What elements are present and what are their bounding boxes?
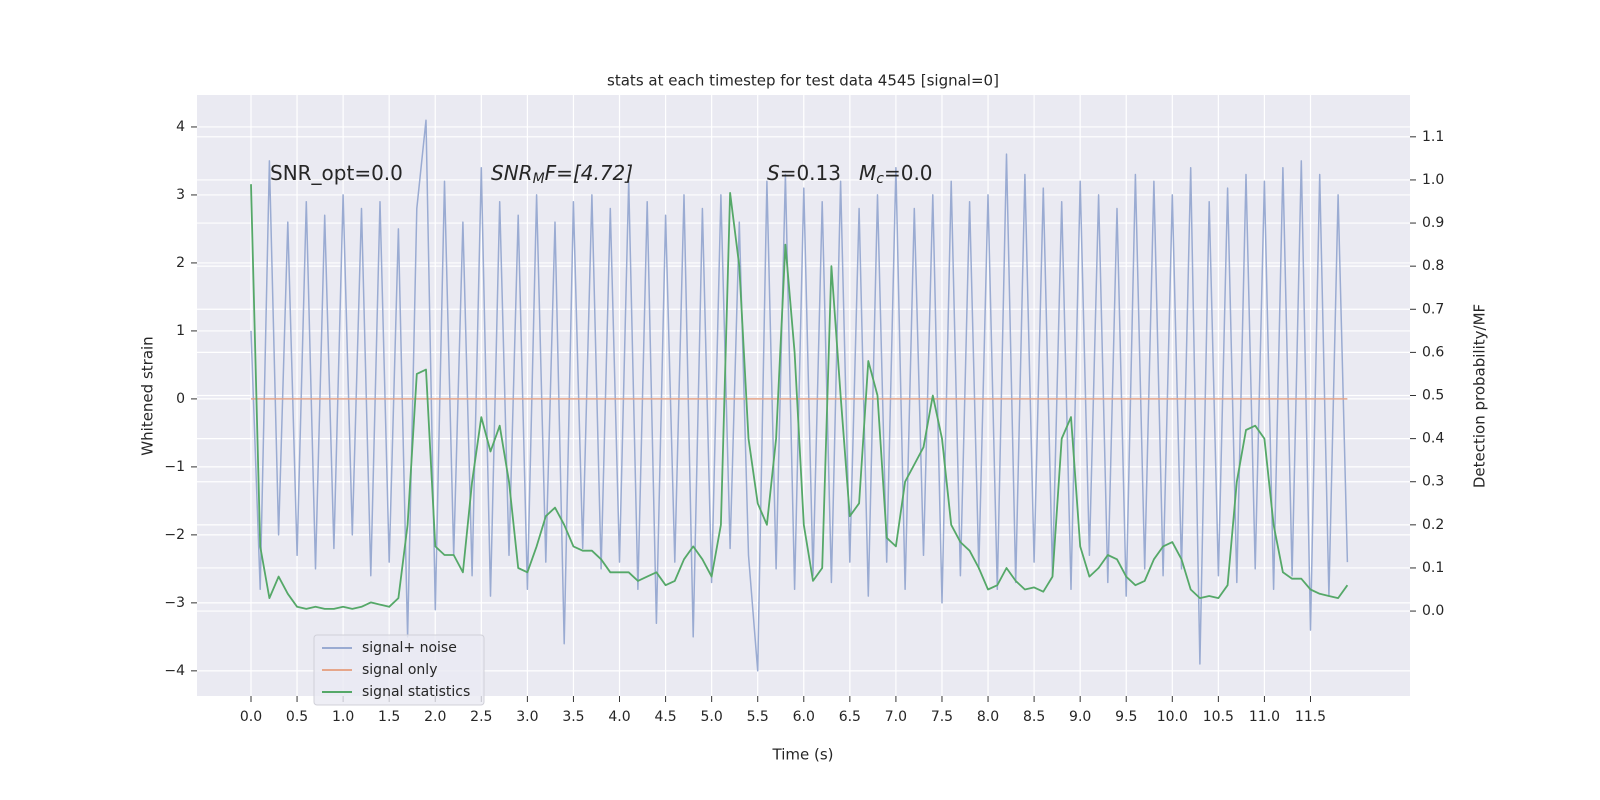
y-tick-label: −3 bbox=[164, 595, 185, 611]
series-line bbox=[250, 184, 1349, 610]
y-tick-label: 2 bbox=[176, 255, 185, 271]
y-tick-label: −4 bbox=[164, 663, 185, 679]
x-tick-label: 10.5 bbox=[1203, 709, 1234, 725]
y2-tick-label: 0.1 bbox=[1422, 560, 1444, 576]
legend: signal+ noise signal only signal statistic… bbox=[313, 634, 485, 706]
ticks: 0.0 0.5 1.0 1.5 2.0 2.5 3.0 3.5 4.0 4.5 5.0 5.5 6.0 6… bbox=[164, 119, 1444, 725]
y-tick-label: −2 bbox=[164, 527, 185, 543]
annotation-part: =0.0 bbox=[884, 161, 933, 185]
x-tick-label: 8.0 bbox=[977, 709, 999, 725]
y2-tick-label: 0.6 bbox=[1422, 344, 1444, 360]
x-tick-label: 7.5 bbox=[931, 709, 953, 725]
y2-tick-label: 0.2 bbox=[1422, 517, 1444, 533]
x-tick-label: 2.0 bbox=[424, 709, 446, 725]
x-tick-label: 11.0 bbox=[1249, 709, 1280, 725]
marks bbox=[250, 119, 1349, 672]
y2-tick-label: 0.4 bbox=[1422, 431, 1444, 447]
y-tick-label: 3 bbox=[176, 187, 185, 203]
chart-title: stats at each timestep for test data 454… bbox=[607, 72, 999, 90]
x-tick-label: 11.5 bbox=[1295, 709, 1326, 725]
y2-tick-label: 1.0 bbox=[1422, 172, 1444, 188]
x-tick-label: 6.0 bbox=[793, 709, 815, 725]
legend-label: signal+ noise bbox=[362, 640, 457, 656]
annotation: Mc=0.0 bbox=[859, 161, 933, 188]
x-tick-label: 1.0 bbox=[332, 709, 354, 725]
x-tick-label: 9.0 bbox=[1069, 709, 1091, 725]
x-tick-label: 7.0 bbox=[885, 709, 907, 725]
y2-tick-label: 0.0 bbox=[1422, 603, 1444, 619]
x-tick-label: 3.5 bbox=[562, 709, 584, 725]
annotation-part: S bbox=[767, 161, 780, 185]
y2-tick-label: 1.1 bbox=[1422, 129, 1444, 145]
y-tick-label: −1 bbox=[164, 459, 185, 475]
x-tick-label: 9.5 bbox=[1115, 709, 1137, 725]
x-tick-label: 5.0 bbox=[701, 709, 723, 725]
x-tick-label: 0.5 bbox=[286, 709, 308, 725]
annotation-part: SNR_opt=0.0 bbox=[270, 161, 403, 185]
y2-tick-label: 0.7 bbox=[1422, 301, 1444, 317]
annotation-part: c bbox=[876, 171, 884, 187]
x-tick-label: 2.5 bbox=[470, 709, 492, 725]
x-tick-label: 5.5 bbox=[747, 709, 769, 725]
x-tick-label: 1.5 bbox=[378, 709, 400, 725]
y-tick-label: 4 bbox=[176, 119, 185, 135]
legend-label: signal only bbox=[362, 662, 437, 678]
x-tick-label: 8.5 bbox=[1023, 709, 1045, 725]
y2-tick-label: 0.5 bbox=[1422, 388, 1444, 404]
x-tick-label: 6.5 bbox=[839, 709, 861, 725]
y-tick-label: 0 bbox=[176, 391, 185, 407]
annotation-part: SNR bbox=[491, 161, 533, 185]
y2-axis-label: Detection probability/MF bbox=[1471, 304, 1489, 488]
y2-tick-label: 0.8 bbox=[1422, 258, 1444, 274]
y-axis-label: Whitened strain bbox=[139, 336, 157, 455]
annotation-part: M bbox=[859, 161, 876, 185]
y-tick-label: 1 bbox=[176, 323, 185, 339]
y2-tick-label: 0.9 bbox=[1422, 215, 1444, 231]
legend-label: signal statistics bbox=[362, 684, 470, 700]
x-axis-label: Time (s) bbox=[772, 746, 834, 764]
annotation-part: F=[4.72] bbox=[545, 161, 633, 185]
annotation: SNR_opt=0.0 bbox=[270, 161, 403, 185]
x-tick-label: 4.0 bbox=[608, 709, 630, 725]
y2-tick-label: 0.3 bbox=[1422, 474, 1444, 490]
x-tick-label: 3.0 bbox=[516, 709, 538, 725]
x-tick-label: 4.5 bbox=[654, 709, 676, 725]
x-tick-label: 10.0 bbox=[1157, 709, 1188, 725]
annotation: SNRMF=[4.72] bbox=[491, 161, 633, 188]
x-tick-label: 0.0 bbox=[240, 709, 262, 725]
annotation: S=0.13 bbox=[767, 161, 841, 185]
legend-box bbox=[313, 634, 485, 706]
annotation-part: =0.13 bbox=[780, 161, 841, 185]
annotation-part: M bbox=[533, 171, 545, 187]
